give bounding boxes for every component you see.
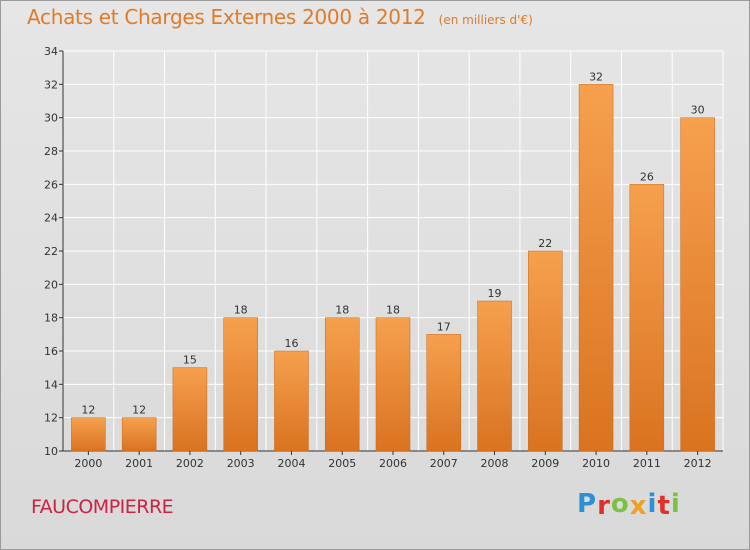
x-tick-label: 2008 bbox=[481, 457, 509, 470]
bar bbox=[578, 84, 614, 452]
y-tick-label: 20 bbox=[44, 278, 58, 291]
data-label: 16 bbox=[284, 337, 298, 350]
bar bbox=[680, 117, 715, 452]
data-label: 12 bbox=[132, 404, 146, 417]
x-tick-label: 2004 bbox=[277, 457, 305, 470]
bar bbox=[528, 250, 563, 452]
data-label: 12 bbox=[81, 404, 95, 417]
bar bbox=[121, 417, 157, 452]
data-label: 18 bbox=[386, 304, 400, 317]
x-tick-label: 2012 bbox=[684, 457, 712, 470]
logo-letter: i bbox=[670, 489, 681, 519]
y-tick-label: 28 bbox=[44, 145, 58, 158]
y-tick-label: 34 bbox=[44, 45, 58, 58]
bar bbox=[223, 317, 258, 452]
data-label: 22 bbox=[538, 237, 552, 250]
proxiti-logo[interactable]: Proxiti bbox=[577, 489, 681, 521]
x-tick-label: 2011 bbox=[633, 457, 661, 470]
y-tick-label: 24 bbox=[44, 212, 58, 225]
data-label: 30 bbox=[691, 104, 705, 117]
bar bbox=[324, 317, 360, 452]
bar bbox=[629, 184, 665, 452]
bar bbox=[274, 350, 309, 452]
bar bbox=[71, 417, 106, 452]
logo-letter: P bbox=[577, 489, 598, 519]
x-tick-label: 2005 bbox=[328, 457, 356, 470]
x-tick-label: 2010 bbox=[582, 457, 610, 470]
bar bbox=[375, 317, 411, 452]
data-label: 32 bbox=[589, 70, 603, 83]
chart-title: Achats et Charges Externes 2000 à 2012 bbox=[27, 5, 426, 29]
x-tick-label: 2006 bbox=[379, 457, 407, 470]
data-label: 19 bbox=[488, 287, 502, 300]
bar bbox=[477, 300, 512, 452]
logo-letter: t bbox=[657, 491, 671, 521]
data-label: 15 bbox=[183, 354, 197, 367]
logo-letter: o bbox=[610, 489, 630, 519]
bar bbox=[172, 367, 208, 452]
x-tick-label: 2000 bbox=[74, 457, 102, 470]
data-label: 17 bbox=[437, 320, 451, 333]
logo-letter: r bbox=[597, 491, 611, 521]
y-tick-label: 18 bbox=[44, 312, 58, 325]
x-tick-label: 2007 bbox=[430, 457, 458, 470]
data-label: 26 bbox=[640, 170, 654, 183]
x-tick-label: 2003 bbox=[227, 457, 255, 470]
y-tick-label: 10 bbox=[44, 445, 58, 458]
y-tick-label: 32 bbox=[44, 78, 58, 91]
data-label: 18 bbox=[335, 304, 349, 317]
bars bbox=[71, 84, 715, 452]
logo-letter: i bbox=[647, 489, 658, 519]
data-label: 18 bbox=[234, 304, 248, 317]
y-tick-label: 14 bbox=[44, 378, 58, 391]
y-tick-label: 16 bbox=[44, 345, 58, 358]
y-tick-label: 30 bbox=[44, 112, 58, 125]
y-tick-label: 22 bbox=[44, 245, 58, 258]
title-row: Achats et Charges Externes 2000 à 2012 (… bbox=[27, 5, 533, 29]
bar bbox=[426, 334, 462, 452]
y-tick-label: 12 bbox=[44, 412, 58, 425]
y-tick-label: 26 bbox=[44, 178, 58, 191]
x-tick-label: 2001 bbox=[125, 457, 153, 470]
chart-subtitle: (en milliers d'€) bbox=[438, 13, 533, 27]
commune-name: FAUCOMPIERRE bbox=[31, 496, 174, 518]
labels: 10 12 14 16 18 20 22 24 26 28 30 32 34 12 2000 12 2001 15… bbox=[44, 45, 712, 470]
x-tick-label: 2002 bbox=[176, 457, 204, 470]
x-tick-label: 2009 bbox=[531, 457, 559, 470]
logo-letter: x bbox=[629, 491, 648, 521]
